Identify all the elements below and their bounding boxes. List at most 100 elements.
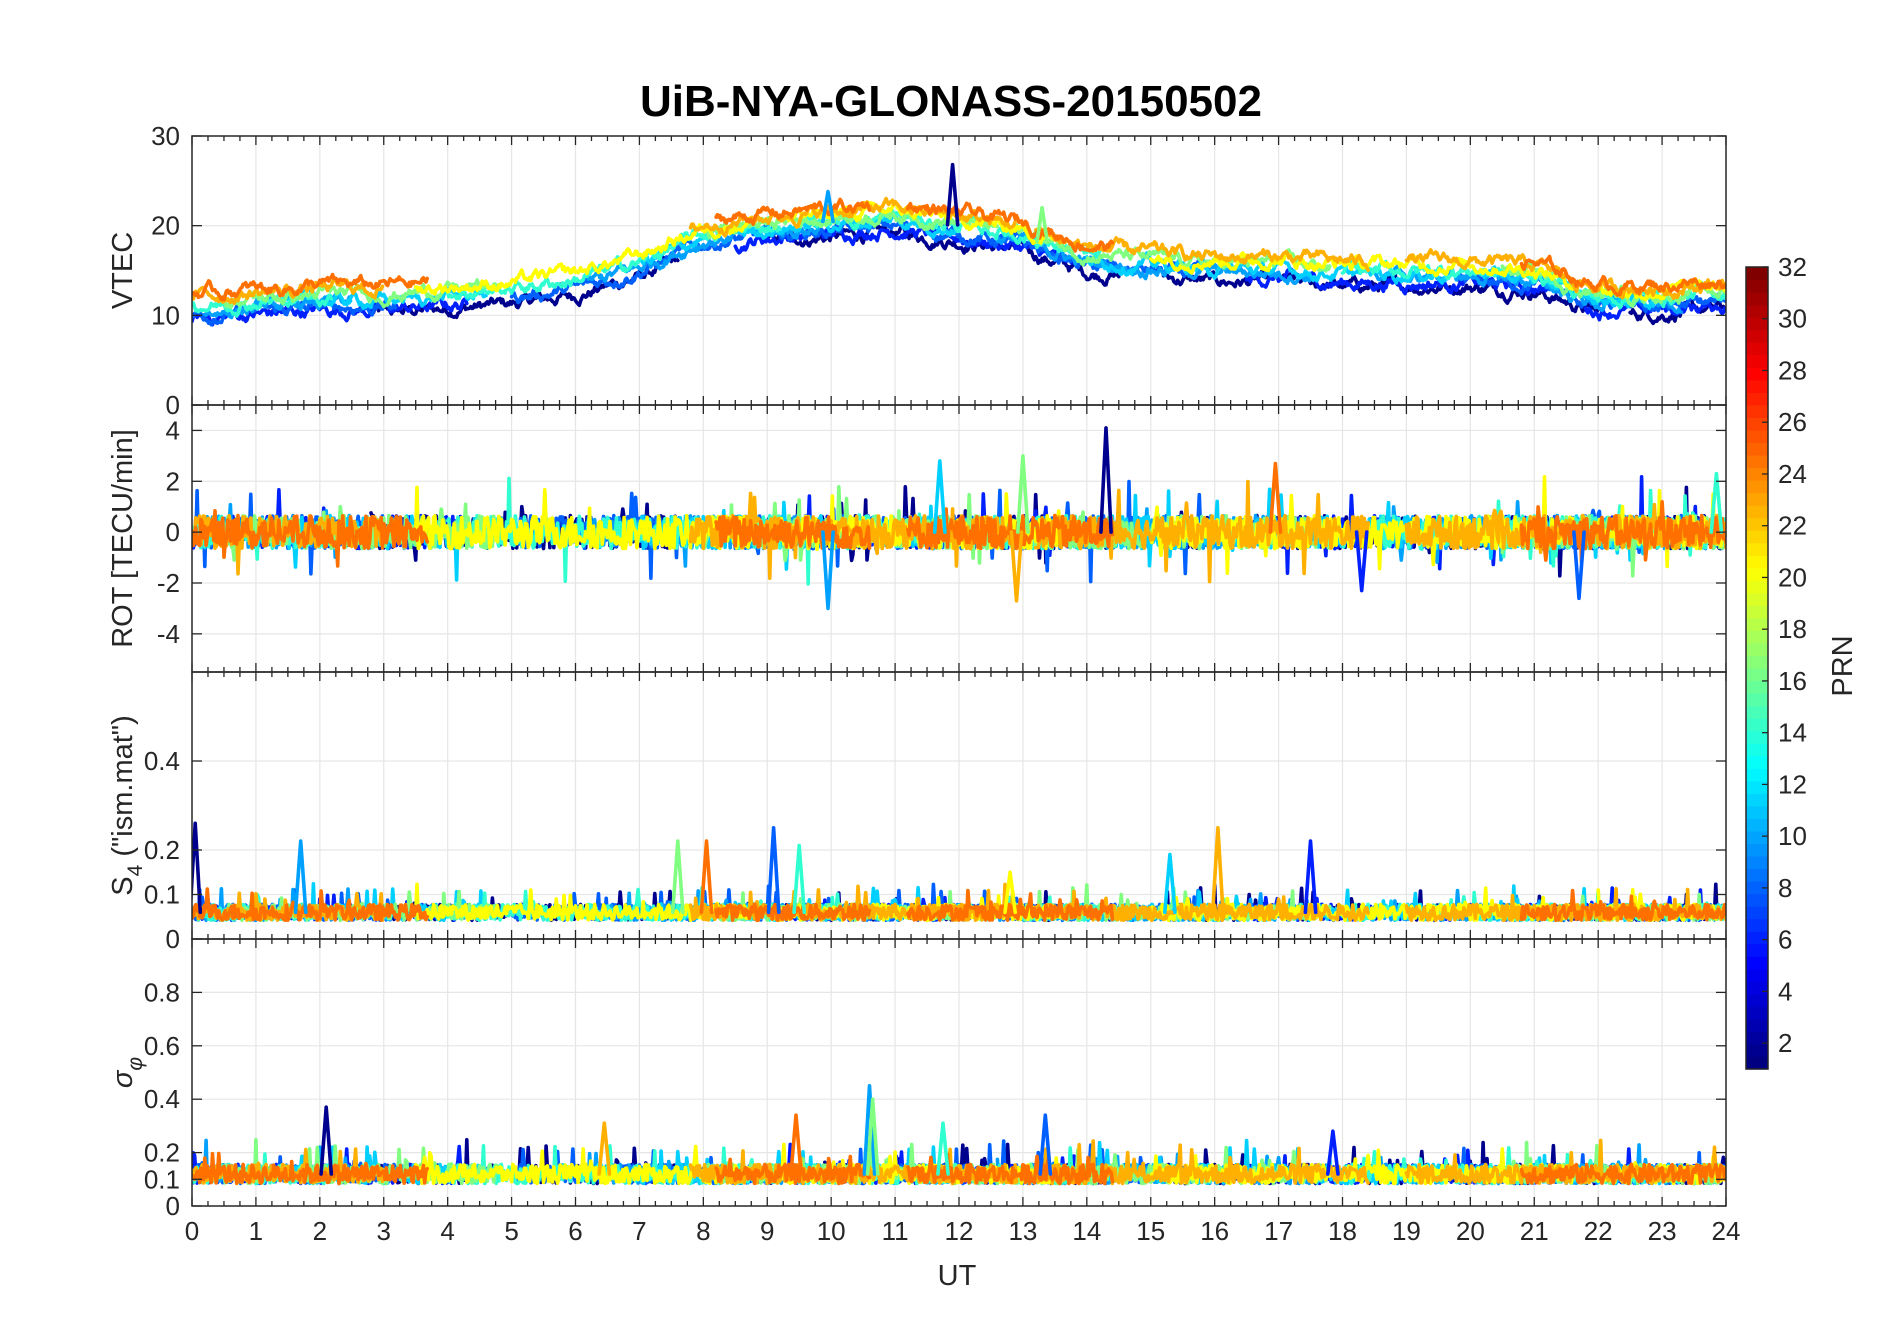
rot-spike [1354, 530, 1369, 593]
s4-spike [792, 843, 807, 915]
s4-series-group [192, 821, 1726, 923]
y-tick-label: 0 [166, 517, 180, 547]
colorbar-swatch [1746, 480, 1768, 494]
colorbar-swatch [1746, 668, 1768, 682]
vtec-series-line [995, 231, 1313, 285]
sigma-spike [862, 1084, 877, 1176]
sigma-series-line [1519, 1162, 1726, 1186]
vtec-spike [1035, 205, 1049, 244]
colorbar-swatch [1746, 1031, 1768, 1045]
sigma-phi-panel: 00.10.2 0.4 0.6 0.8 σφ [107, 938, 1727, 1221]
colorbar-swatch [1746, 279, 1768, 293]
colorbar-tick-label: 18 [1778, 614, 1807, 644]
y-tick-label: 0.4 [144, 746, 180, 776]
y-tick-label: 0.1 [144, 880, 180, 910]
colorbar-tick-label: 20 [1778, 562, 1807, 592]
colorbar-swatch [1746, 329, 1768, 343]
colorbar-tick-label: 12 [1778, 769, 1807, 799]
s4-spike [192, 821, 203, 915]
s4-spike [1303, 839, 1318, 915]
vtec-y-axis-label: VTEC [107, 232, 139, 309]
s4-y-axis-label: S4 ("ism.mat") [107, 715, 147, 896]
x-tick-label: 9 [760, 1216, 774, 1246]
y-tick-label: 2 [166, 466, 180, 496]
colorbar-tick-label: 28 [1778, 355, 1807, 385]
colorbar-swatch [1746, 442, 1768, 456]
vtec-series-line [1519, 254, 1726, 297]
vtec-series-line [906, 201, 1115, 253]
colorbar-swatch [1746, 906, 1768, 920]
colorbar-tick-label: 24 [1778, 459, 1807, 489]
colorbar-tick-label: 8 [1778, 873, 1792, 903]
x-tick-label: 6 [568, 1216, 582, 1246]
rot-spike [1099, 426, 1113, 534]
colorbar-swatch [1746, 605, 1768, 619]
vtec-series-group [192, 162, 1726, 327]
x-tick-label: 1 [249, 1216, 263, 1246]
colorbar-swatch [1746, 379, 1768, 393]
colorbar-swatch [1746, 705, 1768, 719]
x-tick-label: 19 [1392, 1216, 1421, 1246]
vtec-series-line [192, 272, 429, 302]
s4-spike [699, 839, 714, 915]
colorbar-tick-label: 16 [1778, 666, 1807, 696]
y-tick-label: 0 [166, 1191, 180, 1221]
vtec-series-line [637, 213, 961, 266]
colorbar-swatch [1746, 492, 1768, 506]
colorbar-swatch [1746, 1043, 1768, 1058]
colorbar-swatch [1746, 793, 1768, 807]
x-tick-label: 16 [1200, 1216, 1229, 1246]
colorbar-swatch [1746, 931, 1768, 945]
colorbar-swatch [1746, 993, 1768, 1007]
colorbar-swatch [1746, 505, 1768, 519]
colorbar-swatch [1746, 467, 1768, 481]
colorbar-swatch [1746, 718, 1768, 732]
x-tick-label: 3 [377, 1216, 391, 1246]
y-tick-label: 0.4 [144, 1084, 180, 1114]
colorbar-swatch [1746, 530, 1768, 544]
x-tick-label: 15 [1136, 1216, 1165, 1246]
s4-spike [766, 826, 781, 915]
colorbar-swatch [1746, 818, 1768, 832]
rot-panel: -4 -2 0 2 4 ROT [TECU/min] [107, 404, 1727, 673]
y-tick-label: 20 [151, 211, 180, 241]
colorbar-swatch [1746, 592, 1768, 606]
x-tick-label: 18 [1328, 1216, 1357, 1246]
colorbar-frame [1745, 266, 1769, 1070]
sigma-series-line [192, 1151, 429, 1186]
colorbar-tick-label: 14 [1778, 718, 1807, 748]
y-tick-label: -2 [157, 568, 180, 598]
colorbar-swatch [1746, 693, 1768, 707]
colorbar-swatch [1746, 567, 1768, 581]
rot-spike [1009, 530, 1024, 603]
colorbar-tick-label: 6 [1778, 925, 1792, 955]
x-tick-label: 24 [1712, 1216, 1741, 1246]
colorbar-tick-label: 22 [1778, 511, 1807, 541]
colorbar-swatch [1746, 768, 1768, 782]
vtec-spike [945, 162, 960, 227]
x-tick-label: 10 [817, 1216, 846, 1246]
vtec-series-line [1340, 258, 1726, 310]
colorbar-swatch [1746, 429, 1768, 444]
rot-spike [821, 530, 835, 611]
y-tick-label: -4 [157, 619, 180, 649]
x-tick-label: 11 [882, 1216, 909, 1246]
colorbar-swatch [1746, 392, 1768, 406]
x-tick-label: 12 [945, 1216, 974, 1246]
colorbar-label: PRN [1827, 635, 1859, 696]
colorbar-tick-label: 26 [1778, 407, 1807, 437]
sigma-spike [1326, 1129, 1340, 1176]
colorbar-swatch [1746, 1006, 1768, 1020]
sigma-spike [936, 1121, 950, 1176]
sigma-spike [1038, 1113, 1053, 1176]
x-axis-label: UT [938, 1260, 977, 1292]
colorbar-tick-label: 2 [1778, 1028, 1792, 1058]
y-tick-label: 30 [151, 121, 180, 151]
sigma-spike [597, 1121, 612, 1176]
colorbar-swatch [1746, 292, 1768, 306]
colorbar-swatch [1746, 730, 1768, 744]
vtec-spike [821, 189, 835, 224]
rot-spike [1016, 454, 1030, 534]
colorbar-tick-label: 4 [1778, 976, 1792, 1006]
colorbar-swatch [1746, 642, 1768, 657]
